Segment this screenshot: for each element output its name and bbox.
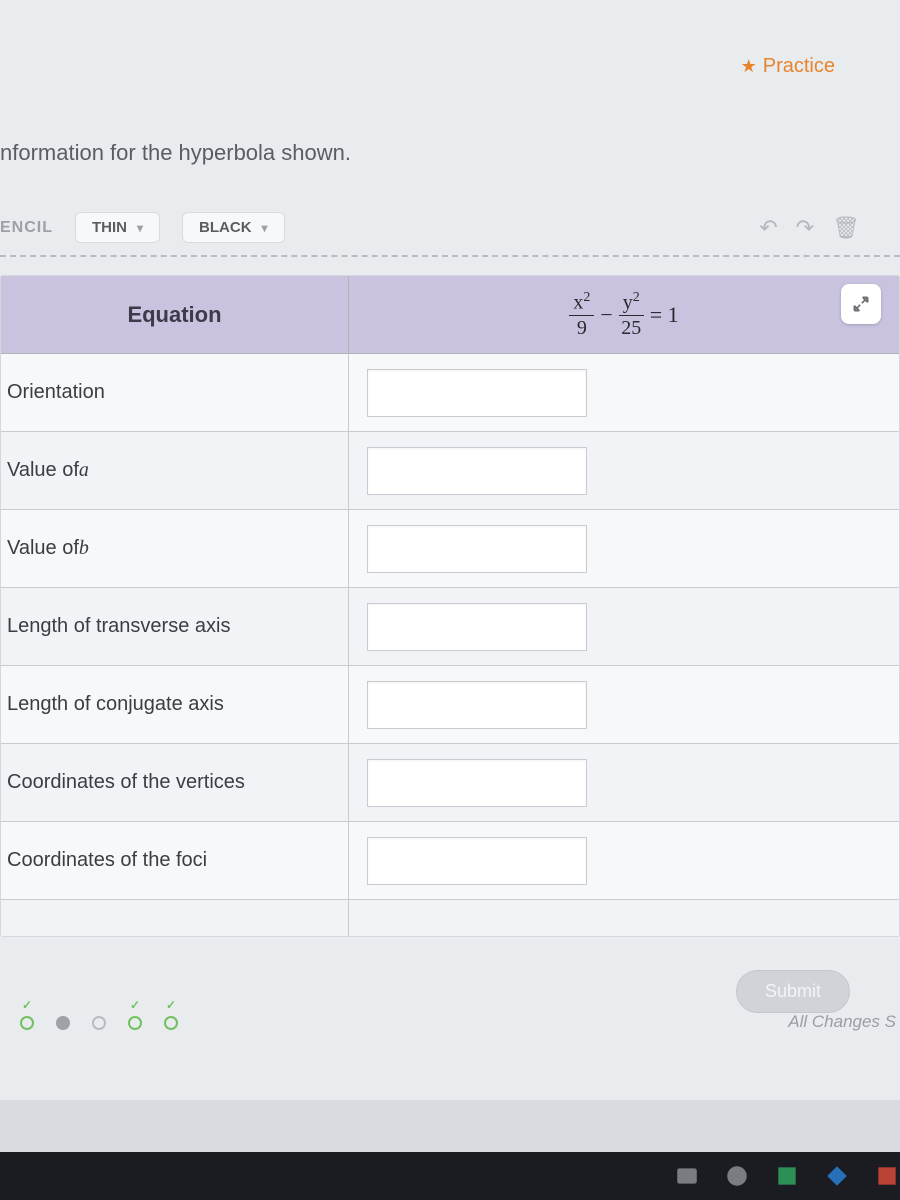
undo-icon[interactable]: ↶: [759, 215, 777, 241]
row-label-value-b: Value of b: [1, 510, 349, 587]
answer-input-a[interactable]: [367, 447, 587, 495]
trash-icon[interactable]: 🗑: [832, 215, 860, 241]
pencil-tool-label: ENCIL: [0, 219, 53, 237]
thickness-value: THIN: [92, 219, 127, 236]
practice-label: Practice: [763, 55, 835, 78]
chevron-down-icon: ▾: [137, 221, 143, 235]
progress-dot[interactable]: ✓: [124, 1002, 146, 1030]
taskbar-app-icon[interactable]: [824, 1163, 850, 1189]
answer-input-b[interactable]: [367, 525, 587, 573]
windows-taskbar: [0, 1152, 900, 1200]
row-label-orientation: Orientation: [1, 354, 349, 431]
table-row: Length of conjugate axis: [1, 666, 899, 744]
answer-table: Equation x2 9 − y2 25 = 1: [0, 275, 900, 937]
table-row: Length of transverse axis: [1, 588, 899, 666]
answer-input-vertices[interactable]: [367, 759, 587, 807]
row-label-transverse: Length of transverse axis: [1, 588, 349, 665]
taskbar-app-icon[interactable]: [724, 1163, 750, 1189]
answer-input-orientation[interactable]: [367, 369, 587, 417]
table-row: Orientation: [1, 354, 899, 432]
row-label-value-a: Value of a: [1, 432, 349, 509]
equation-header-cell: x2 9 − y2 25 = 1: [349, 276, 899, 353]
table-header-row: Equation x2 9 − y2 25 = 1: [1, 276, 899, 354]
progress-dot[interactable]: ✓: [160, 1002, 182, 1030]
thickness-select[interactable]: THIN ▾: [75, 212, 160, 243]
taskbar-app-icon[interactable]: [874, 1163, 900, 1189]
fraction-y: y2 25: [619, 291, 644, 338]
row-label-vertices: Coordinates of the vertices: [1, 744, 349, 821]
expand-icon: [851, 294, 871, 314]
hyperbola-equation: x2 9 − y2 25 = 1: [569, 291, 678, 338]
all-changes-label: All Changes S: [788, 1012, 896, 1032]
taskbar-app-icon[interactable]: [774, 1163, 800, 1189]
color-select[interactable]: BLACK ▾: [182, 212, 285, 243]
table-row: Coordinates of the foci: [1, 822, 899, 900]
expand-button[interactable]: [841, 284, 881, 324]
fraction-x: x2 9: [569, 291, 594, 338]
row-label-foci: Coordinates of the foci: [1, 822, 349, 899]
worksheet-page: ★ Practice nformation for the hyperbola …: [0, 0, 900, 1100]
submit-button[interactable]: Submit: [736, 970, 850, 1013]
row-label-conjugate: Length of conjugate axis: [1, 666, 349, 743]
question-prompt: nformation for the hyperbola shown.: [0, 140, 900, 166]
answer-input-conjugate[interactable]: [367, 681, 587, 729]
drawing-toolbar: ENCIL THIN ▾ BLACK ▾ ↶ ↷ 🗑: [0, 206, 900, 257]
answer-input-transverse[interactable]: [367, 603, 587, 651]
redo-icon[interactable]: ↷: [796, 215, 814, 241]
table-row: Coordinates of the vertices: [1, 744, 899, 822]
taskbar-app-icon[interactable]: [674, 1163, 700, 1189]
chevron-down-icon: ▾: [262, 221, 268, 235]
progress-dots: ✓ ✓ ✓: [16, 1002, 182, 1030]
table-row: Value of a: [1, 432, 899, 510]
practice-link[interactable]: ★ Practice: [741, 55, 835, 78]
color-value: BLACK: [199, 219, 252, 236]
answer-input-foci[interactable]: [367, 837, 587, 885]
progress-dot[interactable]: ✓: [16, 1002, 38, 1030]
table-row-extra: [1, 900, 899, 936]
progress-dot[interactable]: [88, 1002, 110, 1030]
table-row: Value of b: [1, 510, 899, 588]
star-icon: ★: [741, 56, 757, 77]
progress-dot[interactable]: [52, 1002, 74, 1030]
equation-header-label: Equation: [1, 276, 349, 353]
